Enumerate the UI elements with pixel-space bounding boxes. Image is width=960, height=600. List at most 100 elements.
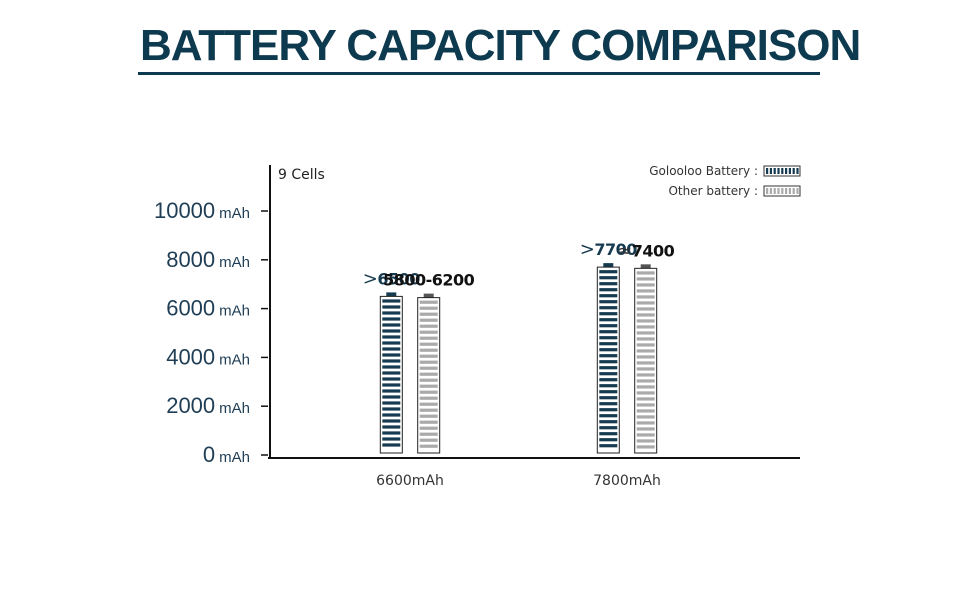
bar-stripe	[599, 312, 618, 316]
y-tick-label: 8000 mAh	[166, 247, 250, 272]
bar-stripe	[636, 445, 655, 449]
bar-stripe	[599, 354, 618, 358]
bar-stripe	[419, 378, 438, 382]
legend-swatch-stripe	[796, 168, 799, 174]
bar-stripe	[599, 300, 618, 304]
bar-stripe	[599, 270, 618, 274]
bar-stripe	[382, 437, 401, 441]
battery-cap	[603, 263, 614, 268]
bar-stripe	[636, 373, 655, 377]
legend-swatch-stripe	[796, 188, 799, 194]
bar-stripe	[599, 342, 618, 346]
legend-swatch-stripe	[777, 188, 780, 194]
bar-stripe	[419, 360, 438, 364]
bar-stripe	[382, 359, 401, 363]
bar-stripe	[419, 426, 438, 430]
legend-swatch-stripe	[769, 188, 772, 194]
bar-stripe	[382, 377, 401, 381]
legend-swatch-stripe	[769, 168, 772, 174]
bar-stripe	[419, 390, 438, 394]
bar-stripe	[599, 378, 618, 382]
legend-swatch-stripe	[785, 188, 788, 194]
bar-stripe	[382, 329, 401, 333]
legend-swatch-stripe	[788, 188, 791, 194]
bar-stripe	[419, 384, 438, 388]
bar-stripe	[419, 312, 438, 316]
bar-stripe	[382, 419, 401, 423]
legend-swatch-stripe	[788, 168, 791, 174]
bar-stripe	[599, 348, 618, 352]
value-label: ≈7400	[617, 240, 674, 261]
bar-stripe	[599, 408, 618, 412]
bar-stripe	[599, 414, 618, 418]
legend-label: Golooloo Battery :	[649, 164, 758, 178]
legend-swatch-stripe	[781, 188, 784, 194]
bar-stripe	[599, 282, 618, 286]
legend-swatch-stripe	[773, 168, 776, 174]
bar-stripe	[599, 390, 618, 394]
bar-stripe	[636, 271, 655, 275]
bar-stripe	[419, 402, 438, 406]
bar-stripe	[419, 354, 438, 358]
bar-stripe	[382, 401, 401, 405]
bar-stripe	[636, 277, 655, 281]
y-tick-label: 2000 mAh	[166, 393, 250, 418]
legend-swatch-stripe	[792, 168, 795, 174]
bar-stripe	[636, 409, 655, 413]
bar-stripe	[382, 383, 401, 387]
bar-stripe	[636, 421, 655, 425]
bar-stripe	[599, 366, 618, 370]
bar-stripe	[599, 306, 618, 310]
bar-stripe	[382, 389, 401, 393]
bar-stripe	[419, 330, 438, 334]
bar-stripe	[599, 384, 618, 388]
bar-stripe	[599, 276, 618, 280]
bar-stripe	[636, 289, 655, 293]
x-tick-label: 6600mAh	[376, 473, 444, 489]
bar-stripe	[419, 306, 438, 310]
value-label: >7700	[580, 239, 637, 260]
bar-stripe	[382, 395, 401, 399]
bar-stripe	[382, 299, 401, 303]
battery-cap	[386, 292, 397, 297]
bar-stripe	[419, 318, 438, 322]
bar-stripe	[419, 324, 438, 328]
legend-swatch-stripe	[785, 168, 788, 174]
legend-swatch-stripe	[781, 168, 784, 174]
bar-stripe	[382, 305, 401, 309]
bar-stripe	[382, 407, 401, 411]
y-tick-label: 6000 mAh	[166, 296, 250, 321]
bar-stripe	[636, 367, 655, 371]
bar-stripe	[382, 341, 401, 345]
bar-stripe	[599, 294, 618, 298]
bar-stripe	[636, 349, 655, 353]
bar-stripe	[382, 323, 401, 327]
bar-stripe	[636, 319, 655, 323]
legend-swatch-stripe	[766, 168, 769, 174]
legend-swatch-stripe	[792, 188, 795, 194]
bar-stripe	[636, 391, 655, 395]
page-title: BATTERY CAPACITY COMPARISON	[140, 21, 861, 70]
bar-stripe	[636, 337, 655, 341]
bar-stripe	[419, 300, 438, 304]
bar-stripe	[382, 335, 401, 339]
bar-stripe	[419, 408, 438, 412]
bar-stripe	[636, 301, 655, 305]
bar-stripe	[382, 443, 401, 447]
bar-stripe	[599, 426, 618, 430]
bar-stripe	[636, 355, 655, 359]
bar-stripe	[382, 413, 401, 417]
bar-stripe	[636, 325, 655, 329]
bar-stripe	[419, 396, 438, 400]
legend-swatch-stripe	[766, 188, 769, 194]
bar-stripe	[419, 366, 438, 370]
bar-stripe	[599, 318, 618, 322]
bar-stripe	[419, 372, 438, 376]
bar-stripe	[599, 432, 618, 436]
y-tick-label: 0 mAh	[203, 442, 250, 467]
bar-stripe	[382, 347, 401, 351]
bar-stripe	[382, 353, 401, 357]
bar-stripe	[599, 288, 618, 292]
bar-stripe	[636, 379, 655, 383]
